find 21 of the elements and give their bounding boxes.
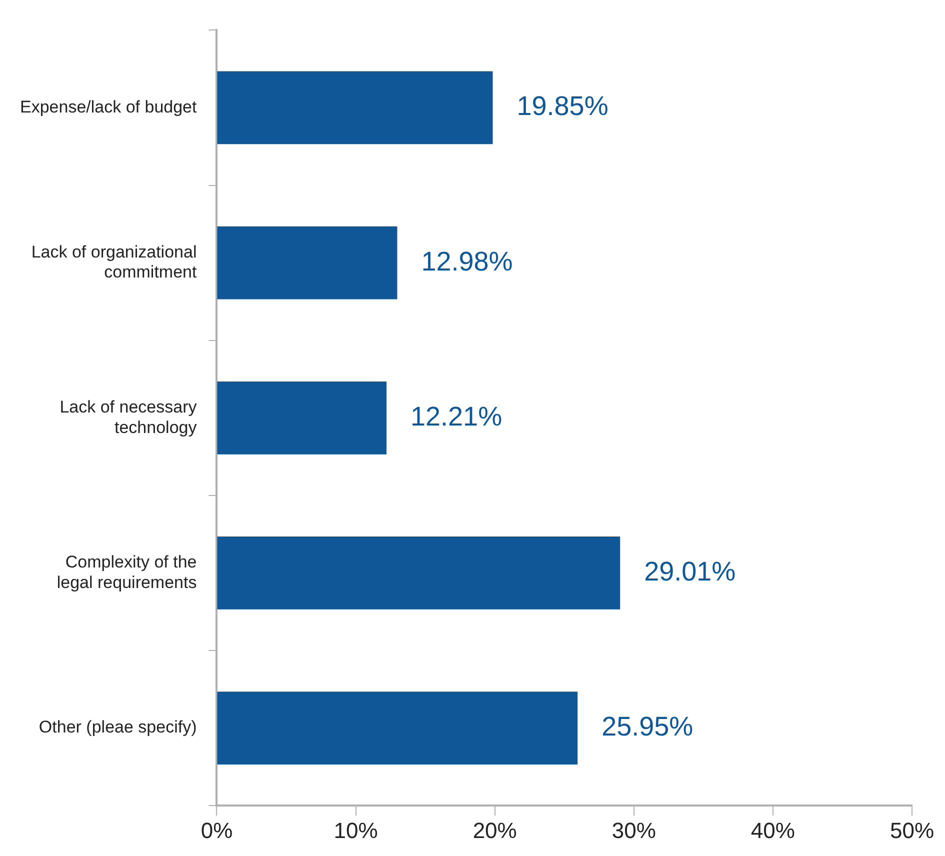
data-label: 19.85% (516, 91, 608, 122)
x-tick-label: 50% (890, 818, 934, 843)
y-tick-label: Lack of necessary technology (60, 397, 198, 437)
x-tick-label: 40% (750, 818, 795, 843)
data-label: 29.01% (644, 556, 736, 586)
y-tick-label: Lack of organizational commitment (31, 242, 197, 282)
y-tick-label: Expense/lack of budget (20, 97, 198, 116)
data-label: 25.95% (602, 712, 694, 742)
x-tick-label: 0% (200, 818, 233, 843)
y-tick-label: Complexity of the legal requirements (56, 552, 197, 592)
bar (217, 692, 578, 765)
x-tick-label: 30% (612, 818, 656, 843)
x-tick-label: 20% (472, 818, 517, 843)
y-tick-label: Other (pleae specify) (38, 718, 197, 737)
bar (217, 536, 620, 610)
data-label: 12.98% (421, 246, 513, 276)
bar (217, 226, 398, 300)
bar (217, 71, 493, 144)
data-label: 12.21% (410, 401, 502, 432)
bar (217, 381, 387, 454)
x-tick-label: 10% (334, 818, 378, 843)
